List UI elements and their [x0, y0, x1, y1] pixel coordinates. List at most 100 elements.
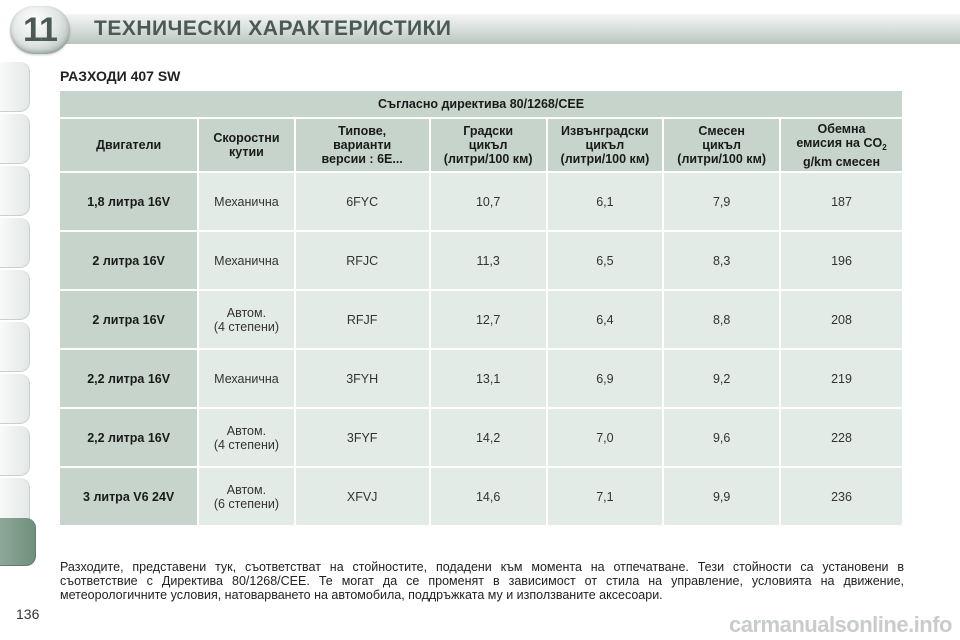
chapter-tab-2[interactable]: [0, 114, 30, 164]
column-header-line: (литри/100 км): [677, 152, 766, 166]
combined-cell: 7,9: [664, 173, 780, 230]
chapter-tab-3[interactable]: [0, 166, 30, 216]
combined-cell: 8,3: [664, 232, 780, 289]
column-header-line: (литри/100 км): [560, 152, 650, 166]
column-header-line: версии : 6E...: [321, 152, 403, 166]
gearbox-line: Механична: [214, 371, 279, 386]
chapter-tab-5[interactable]: [0, 270, 30, 320]
column-header-line: емисия на CO: [796, 135, 883, 150]
header-bar: [40, 14, 960, 44]
co2-cell: 196: [781, 232, 902, 289]
gearbox-cell: Механична: [199, 173, 294, 230]
column-header-line: Извънградски: [561, 124, 649, 138]
page-number: 136: [16, 606, 40, 622]
extra-urban-cell: 7,1: [547, 468, 663, 525]
type-cell: XFVJ: [295, 468, 429, 525]
engine-cell: 2,2 литра 16V: [60, 350, 198, 407]
page-header: 11 ТЕХНИЧЕСКИ ХАРАКТЕРИСТИКИ: [0, 0, 960, 56]
engine-cell: 3 литра V6 24V: [60, 468, 198, 525]
engine-cell: 2,2 литра 16V: [60, 409, 198, 466]
combined-cell: 8,8: [664, 291, 780, 348]
footnote-text: Разходите, представени тук, съответстват…: [60, 560, 904, 602]
column-header: Типове, варианти версии : 6E...: [295, 119, 429, 171]
extra-urban-cell: 7,0: [547, 409, 663, 466]
column-header: Извънградски цикъл (литри/100 км): [547, 119, 663, 171]
section-title: РАЗХОДИ 407 SW: [60, 68, 181, 84]
column-header-line: цикъл: [585, 138, 625, 152]
type-cell: RFJF: [295, 291, 429, 348]
co2-cell: 228: [781, 409, 902, 466]
column-header-line: кутии: [229, 145, 264, 159]
gearbox-line: (4 степени): [213, 437, 279, 452]
chapter-title: ТЕХНИЧЕСКИ ХАРАКТЕРИСТИКИ: [94, 17, 452, 40]
table-row: 2 литра 16V Автом. (4 степени) RFJF 12,7 6,4 8…: [60, 291, 902, 348]
table-row: 1,8 литра 16V Механична 6FYC 10,7 6,1 7,9 187: [60, 173, 902, 230]
co2-cell: 236: [781, 468, 902, 525]
column-header-line: g/km смесен: [802, 154, 881, 169]
co2-cell: 187: [781, 173, 902, 230]
column-header-line: Обемна: [817, 121, 866, 136]
column-header-line: цикъл: [468, 138, 508, 152]
gearbox-line: Механична: [214, 194, 279, 209]
column-header: Двигатели: [60, 119, 198, 171]
co2-cell: 219: [781, 350, 902, 407]
gearbox-cell: Механична: [199, 350, 294, 407]
type-cell: 3FYH: [295, 350, 429, 407]
chapter-tabs: [0, 62, 40, 618]
combined-cell: 9,2: [664, 350, 780, 407]
gearbox-cell: Механична: [199, 232, 294, 289]
urban-cell: 14,6: [430, 468, 546, 525]
type-cell: 6FYC: [295, 173, 429, 230]
table-caption: Съгласно директива 80/1268/CEE: [60, 91, 902, 117]
extra-urban-cell: 6,5: [547, 232, 663, 289]
column-header-line: Скоростни: [213, 131, 280, 145]
column-header-line: Смесен: [698, 124, 745, 138]
column-header-line: цикъл: [702, 138, 741, 152]
column-header: Градски цикъл (литри/100 км): [430, 119, 546, 171]
chapter-tab-8[interactable]: [0, 426, 30, 476]
column-header: Смесен цикъл (литри/100 км): [664, 119, 780, 171]
gearbox-cell: Автом. (6 степени): [199, 468, 294, 525]
urban-cell: 10,7: [430, 173, 546, 230]
engine-cell: 2 литра 16V: [60, 232, 198, 289]
column-header-line: (литри/100 км): [443, 152, 533, 166]
watermark: carmanualsonline.info: [729, 612, 953, 637]
gearbox-cell: Автом. (4 степени): [199, 409, 294, 466]
column-header-line: Градски: [463, 124, 514, 138]
chapter-tab-7[interactable]: [0, 374, 30, 424]
extra-urban-cell: 6,9: [547, 350, 663, 407]
gearbox-line: (4 степени): [213, 319, 279, 334]
column-header-line: Двигатели: [96, 138, 162, 152]
chapter-tab-4[interactable]: [0, 218, 30, 268]
chapter-tab-6[interactable]: [0, 322, 30, 372]
column-header-line: варианти: [333, 138, 392, 152]
gearbox-cell: Автом. (4 степени): [199, 291, 294, 348]
extra-urban-cell: 6,4: [547, 291, 663, 348]
combined-cell: 9,6: [664, 409, 780, 466]
chapter-tab-1[interactable]: [0, 62, 30, 112]
column-header: Скоростни кутии: [199, 119, 294, 171]
gearbox-line: Механична: [214, 253, 279, 268]
urban-cell: 11,3: [430, 232, 546, 289]
table-row: 2 литра 16V Механична RFJC 11,3 6,5 8,3 196: [60, 232, 902, 289]
urban-cell: 12,7: [430, 291, 546, 348]
type-cell: 3FYF: [295, 409, 429, 466]
gearbox-line: Автом.: [226, 482, 267, 497]
urban-cell: 13,1: [430, 350, 546, 407]
chapter-tab-11-active[interactable]: [0, 518, 36, 566]
type-cell: RFJC: [295, 232, 429, 289]
chapter-badge: 11: [10, 6, 70, 54]
table-row: 3 литра V6 24V Автом. (6 степени) XFVJ 14,6 7…: [60, 468, 902, 525]
subscript: 2: [882, 142, 887, 152]
gearbox-line: Автом.: [226, 305, 267, 320]
column-header-line: Типове,: [338, 124, 387, 138]
column-header: Обемна емисия на CO2 g/km смесен: [781, 119, 902, 171]
co2-cell: 208: [781, 291, 902, 348]
table-row: 2,2 литра 16V Механична 3FYH 13,1 6,9 9,2 219: [60, 350, 902, 407]
combined-cell: 9,9: [664, 468, 780, 525]
table-row: 2,2 литра 16V Автом. (4 степени) 3FYF 14,2 7,…: [60, 409, 902, 466]
consumption-table: Съгласно директива 80/1268/CEE Двигатели…: [58, 89, 904, 527]
urban-cell: 14,2: [430, 409, 546, 466]
extra-urban-cell: 6,1: [547, 173, 663, 230]
engine-cell: 1,8 литра 16V: [60, 173, 198, 230]
